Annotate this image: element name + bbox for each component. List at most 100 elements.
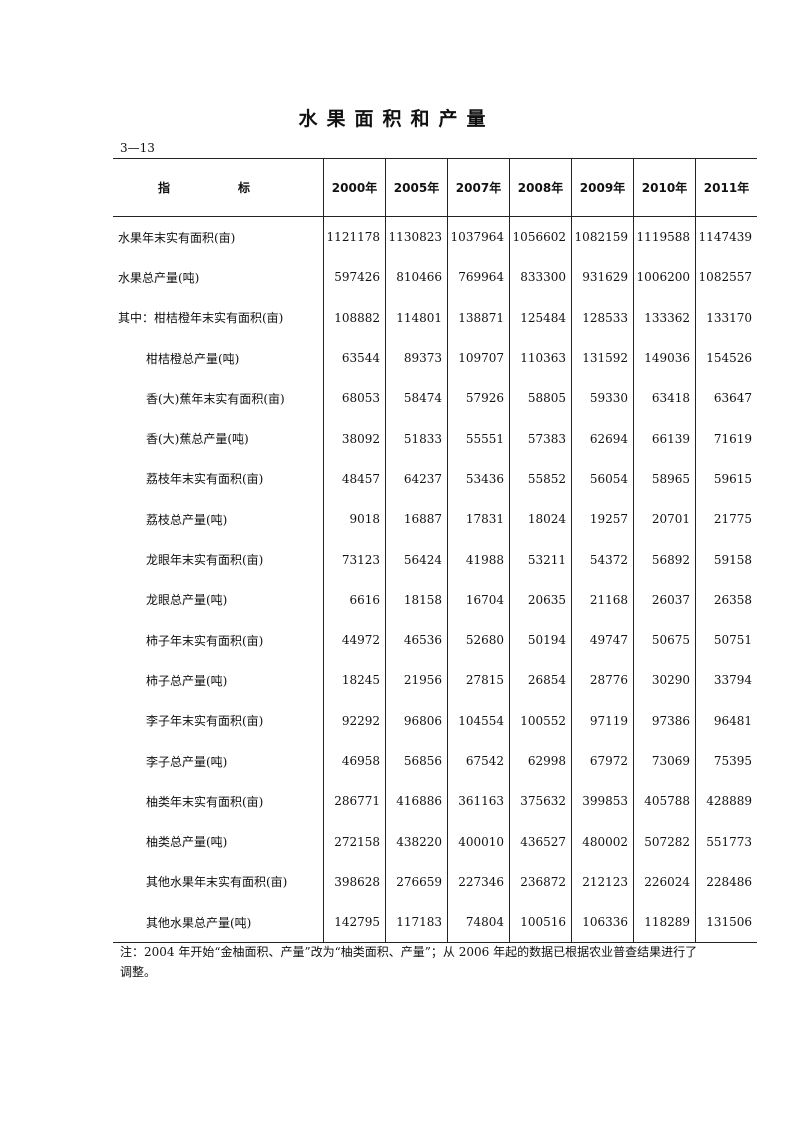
cell-value: 53436 xyxy=(447,458,510,500)
cell-value: 89373 xyxy=(385,337,448,379)
cell-value: 21775 xyxy=(695,499,757,540)
cell-value: 46536 xyxy=(385,619,448,661)
row-label: 龙眼总产量(吨) xyxy=(146,593,228,608)
cell-value: 227346 xyxy=(447,861,510,903)
row-label: 其他水果总产量(吨) xyxy=(113,902,324,944)
table-row: 香(大)蕉总产量(吨) 38092 51833 55551 57383 62694 6613… xyxy=(113,418,757,459)
cell-value: 41988 xyxy=(447,539,510,580)
table-row: 其他水果总产量(吨) 142795 117183 74804 100516 106336 1… xyxy=(113,902,757,944)
row-label: 水果年末实有面积(亩) xyxy=(118,230,236,245)
cell-value: 20635 xyxy=(509,579,572,620)
table-row: 龙眼年末实有面积(亩) 73123 56424 41988 53211 54372 5689… xyxy=(113,539,757,580)
cell-value: 436527 xyxy=(509,821,572,862)
table-note: 注：2004 年开始“金柚面积、产量”改为“柚类面积、产量”；从 2006 年起… xyxy=(120,945,698,979)
cell-value: 109707 xyxy=(447,337,510,379)
cell-value: 133170 xyxy=(695,297,757,338)
cell-value: 49747 xyxy=(571,619,634,661)
cell-value: 63544 xyxy=(323,337,386,379)
cell-value: 131592 xyxy=(571,337,634,379)
cell-value: 68053 xyxy=(323,378,386,419)
cell-value: 833300 xyxy=(509,257,572,298)
cell-value: 44972 xyxy=(323,619,386,661)
cell-value: 54372 xyxy=(571,539,634,580)
cell-value: 428889 xyxy=(695,781,757,822)
row-label: 其中：柑桔橙年末实有面积(亩) xyxy=(118,311,284,326)
cell-value: 399853 xyxy=(571,781,634,822)
cell-value: 1082159 xyxy=(571,216,634,258)
cell-value: 9018 xyxy=(323,499,386,540)
cell-value: 55852 xyxy=(509,458,572,500)
table-row: 柚类总产量(吨) 272158 438220 400010 436527 480002 50… xyxy=(113,821,757,862)
cell-value: 810466 xyxy=(385,257,448,298)
cell-value: 26037 xyxy=(633,579,696,620)
cell-value: 236872 xyxy=(509,861,572,903)
cell-value: 96481 xyxy=(695,700,757,741)
cell-value: 71619 xyxy=(695,418,757,459)
table-row: 其中：柑桔橙年末实有面积(亩) 108882 114801 138871 125484 1… xyxy=(113,297,757,338)
cell-value: 228486 xyxy=(695,861,757,903)
cell-value: 58474 xyxy=(385,378,448,419)
table-row: 其他水果年末实有面积(亩) 398628 276659 227346 236872 212… xyxy=(113,861,757,903)
table-header-row: 指 标 2000年 2005年 2007年 2008年 2009年 2010年 2011年 xyxy=(113,158,757,217)
cell-value: 56424 xyxy=(385,539,448,580)
cell-value: 21168 xyxy=(571,579,634,620)
fruit-table: 指 标 2000年 2005年 2007年 2008年 2009年 2010年 2011年 水… xyxy=(113,158,757,944)
cell-value: 931629 xyxy=(571,257,634,298)
cell-value: 212123 xyxy=(571,861,634,903)
cell-value: 26854 xyxy=(509,660,572,701)
cell-value: 67972 xyxy=(571,740,634,782)
cell-value: 1147439 xyxy=(695,216,757,258)
cell-value: 118289 xyxy=(633,902,696,944)
cell-value: 100516 xyxy=(509,902,572,944)
cell-value: 62694 xyxy=(571,418,634,459)
cell-value: 57926 xyxy=(447,378,510,419)
header-year: 2000年 xyxy=(323,158,386,217)
cell-value: 480002 xyxy=(571,821,634,862)
cell-value: 73069 xyxy=(633,740,696,782)
cell-value: 507282 xyxy=(633,821,696,862)
cell-value: 67542 xyxy=(447,740,510,782)
cell-value: 1130823 xyxy=(385,216,448,258)
cell-value: 1006200 xyxy=(633,257,696,298)
cell-value: 52680 xyxy=(447,619,510,661)
header-year: 2009年 xyxy=(571,158,634,217)
row-label: 香(大)蕉总产量(吨) xyxy=(146,432,249,447)
cell-value: 28776 xyxy=(571,660,634,701)
cell-value: 398628 xyxy=(323,861,386,903)
row-label: 柚类年末实有面积(亩) xyxy=(146,794,264,809)
cell-value: 30290 xyxy=(633,660,696,701)
cell-value: 131506 xyxy=(695,902,757,944)
header-indicator: 指 标 xyxy=(113,158,324,217)
cell-value: 75395 xyxy=(695,740,757,782)
cell-value: 100552 xyxy=(509,700,572,741)
table-row: 柿子年末实有面积(亩) 44972 46536 52680 50194 49747 5067… xyxy=(113,619,757,661)
header-year: 2007年 xyxy=(447,158,510,217)
row-label: 水果总产量(吨) xyxy=(118,270,200,285)
cell-value: 114801 xyxy=(385,297,448,338)
table-row: 龙眼总产量(吨) 6616 18158 16704 20635 21168 26037 263… xyxy=(113,579,757,620)
table-row: 荔枝年末实有面积(亩) 48457 64237 53436 55852 56054 5896… xyxy=(113,458,757,500)
cell-value: 73123 xyxy=(323,539,386,580)
row-label: 荔枝总产量(吨) xyxy=(146,512,228,527)
cell-value: 46958 xyxy=(323,740,386,782)
cell-value: 26358 xyxy=(695,579,757,620)
cell-value: 110363 xyxy=(509,337,572,379)
cell-value: 38092 xyxy=(323,418,386,459)
cell-value: 108882 xyxy=(323,297,386,338)
cell-value: 1121178 xyxy=(323,216,386,258)
row-label: 柿子总产量(吨) xyxy=(146,673,228,688)
cell-value: 133362 xyxy=(633,297,696,338)
cell-value: 149036 xyxy=(633,337,696,379)
cell-value: 97119 xyxy=(571,700,634,741)
header-year: 2010年 xyxy=(633,158,696,217)
cell-value: 18158 xyxy=(385,579,448,620)
cell-value: 125484 xyxy=(509,297,572,338)
table-code: 3—13 xyxy=(120,141,155,155)
cell-value: 1082557 xyxy=(695,257,757,298)
row-label: 龙眼年末实有面积(亩) xyxy=(146,553,264,568)
cell-value: 33794 xyxy=(695,660,757,701)
page-title: 水果面积和产量 xyxy=(298,108,495,130)
cell-value: 272158 xyxy=(323,821,386,862)
table-row: 柚类年末实有面积(亩) 286771 416886 361163 375632 39985… xyxy=(113,781,757,822)
cell-value: 128533 xyxy=(571,297,634,338)
